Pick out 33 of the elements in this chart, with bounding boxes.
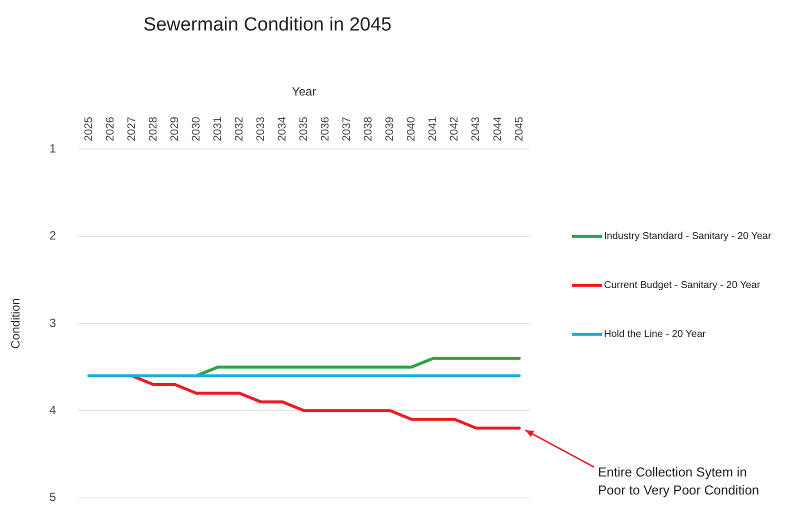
- x-tick-label: 2035: [298, 116, 310, 142]
- x-tick-label: 2042: [448, 116, 461, 142]
- legend-label: Current Budget - Sanitary - 20 Year: [604, 280, 761, 292]
- x-tick-label: 2039: [384, 116, 396, 142]
- chart-title: Sewermain Condition in 2045: [143, 14, 392, 36]
- x-tick-label: 2034: [276, 116, 289, 142]
- x-axis-title: Year: [292, 84, 316, 98]
- x-tick-label: 2028: [147, 116, 160, 142]
- y-tick-label: 3: [49, 316, 56, 330]
- x-tick-label: 2041: [427, 116, 440, 142]
- y-tick-label: 5: [49, 490, 56, 504]
- legend-label: Hold the Line - 20 Year: [604, 329, 706, 340]
- x-tick-label: 2037: [341, 116, 354, 142]
- x-tick-label: 2038: [362, 116, 375, 142]
- y-axis-title: Condition: [8, 298, 23, 349]
- x-tick-label: 2044: [492, 116, 504, 142]
- x-tick-label: 2040: [406, 116, 418, 142]
- y-tick-label: 4: [49, 402, 56, 417]
- x-tick-label: 2029: [168, 116, 181, 142]
- x-tick-label: 2045: [513, 116, 526, 142]
- x-tick-label: 2027: [126, 116, 138, 142]
- x-tick-label: 2033: [255, 116, 268, 142]
- y-tick-label: 1: [49, 142, 56, 156]
- y-tick-label: 2: [49, 228, 56, 243]
- x-tick-label: 2025: [82, 116, 95, 142]
- x-tick-label: 2043: [470, 116, 482, 142]
- x-tick-label: 2030: [190, 116, 202, 142]
- legend-label: Industry Standard - Sanitary - 20 Year: [604, 231, 772, 242]
- x-tick-label: 2032: [234, 116, 246, 142]
- x-tick-label: 2026: [104, 116, 116, 142]
- x-tick-label: 2036: [320, 116, 332, 142]
- x-tick-label: 2031: [212, 116, 224, 142]
- annotation: Entire Collection Sytem in Poor to Very Poor Condition: [598, 464, 760, 498]
